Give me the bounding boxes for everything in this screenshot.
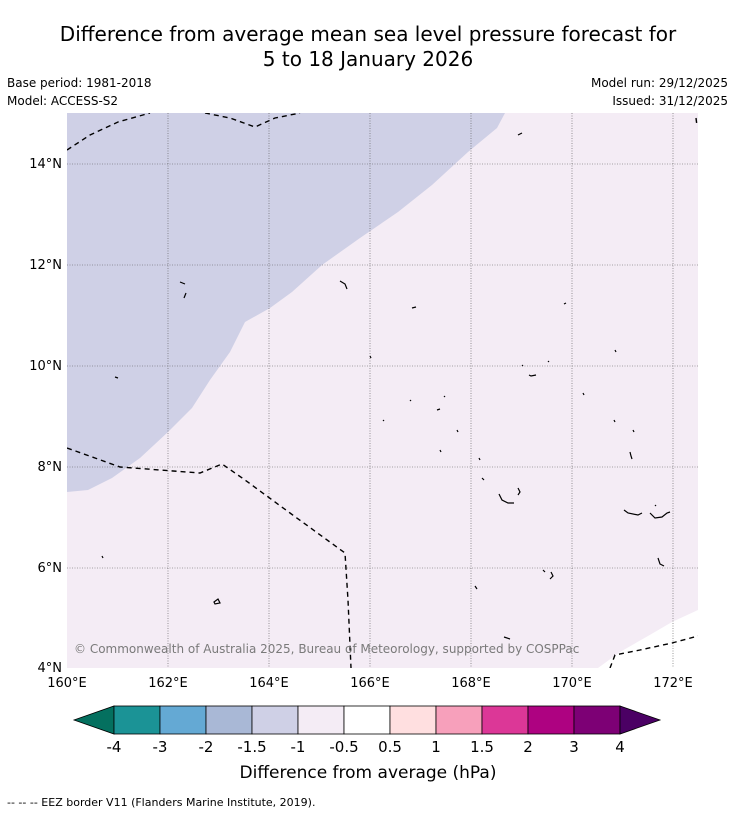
lon-tick-label: 170°E — [552, 676, 592, 691]
colorbar-tick-label: -2 — [199, 738, 214, 756]
colorbar-tick-label: -1 — [291, 738, 306, 756]
band-minus-1-to-minus-1-5 — [67, 113, 505, 492]
eez-borders — [67, 113, 698, 668]
colorbar-tick-label: 1 — [431, 738, 441, 756]
title-line-2: 5 to 18 January 2026 — [262, 47, 474, 71]
colorbar-tick-label: -1.5 — [237, 738, 266, 756]
colorbar-tick-label: 3 — [569, 738, 579, 756]
colorbar-segment — [481, 705, 529, 735]
lat-tick-labels: 14°N 12°N 10°N 8°N 6°N 4°N — [29, 157, 62, 676]
graticule — [67, 113, 698, 668]
colorbar-segment — [343, 705, 391, 735]
copyright-notice: © Commonwealth of Australia 2025, Bureau… — [74, 642, 579, 656]
colorbar-segment — [251, 705, 299, 735]
eez-legend-note: -- -- -- EEZ border V11 (Flanders Marine… — [7, 796, 316, 809]
colorbar-tick-label: 2 — [523, 738, 533, 756]
colorbar-segment — [297, 705, 345, 735]
title-line-1: Difference from average mean sea level p… — [59, 22, 677, 46]
colorbar-tick-label: -3 — [153, 738, 168, 756]
map-plot-area: © Commonwealth of Australia 2025, Bureau… — [67, 113, 698, 668]
colorbar-extend-high — [619, 705, 662, 735]
islands — [101, 132, 671, 640]
colorbar-segment — [573, 705, 621, 735]
colorbar-segment — [205, 705, 253, 735]
lat-tick-label: 6°N — [38, 561, 63, 576]
colorbar-tick-label: 4 — [615, 738, 625, 756]
lon-tick-labels: 160°E 162°E 164°E 166°E 168°E 170°E 172°… — [47, 676, 693, 691]
lon-tick-label: 160°E — [47, 676, 87, 691]
colorbar-segment — [389, 705, 437, 735]
lat-tick-label: 4°N — [38, 661, 63, 676]
colorbar-segment — [527, 705, 575, 735]
lon-tick-label: 168°E — [451, 676, 491, 691]
colorbar-tick-label: -4 — [107, 738, 122, 756]
colorbar — [72, 705, 662, 735]
colorbar-tick-label: 0.5 — [378, 738, 402, 756]
lon-tick-label: 166°E — [350, 676, 390, 691]
map-title: Difference from average mean sea level p… — [0, 22, 736, 72]
meta-left: Base period: 1981-2018 Model: ACCESS-S2 — [7, 74, 152, 110]
colorbar-extend-low — [72, 705, 115, 735]
colorbar-tick-label: -0.5 — [329, 738, 358, 756]
lon-tick-label: 164°E — [249, 676, 289, 691]
lon-tick-label: 162°E — [148, 676, 188, 691]
colorbar-title: Difference from average (hPa) — [240, 763, 497, 783]
meta-right: Model run: 29/12/2025 Issued: 31/12/2025 — [591, 74, 728, 110]
lon-tick-label: 172°E — [653, 676, 693, 691]
lat-tick-label: 10°N — [29, 359, 62, 374]
lat-tick-label: 12°N — [29, 258, 62, 273]
lat-tick-label: 14°N — [29, 157, 62, 172]
base-period: Base period: 1981-2018 — [7, 76, 152, 90]
colorbar-segment — [113, 705, 161, 735]
colorbar-labels: -4 -3 -2 -1.5 -1 -0.5 0.5 1 1.5 2 3 4 — [107, 738, 625, 756]
colorbar-segment — [435, 705, 483, 735]
colorbar-segment — [159, 705, 207, 735]
lat-tick-label: 8°N — [38, 460, 63, 475]
colorbar-tick-label: 1.5 — [470, 738, 494, 756]
model-run: Model run: 29/12/2025 — [590, 76, 728, 90]
model-name: Model: ACCESS-S2 — [7, 94, 119, 108]
issued-date: Issued: 31/12/2025 — [612, 94, 728, 108]
